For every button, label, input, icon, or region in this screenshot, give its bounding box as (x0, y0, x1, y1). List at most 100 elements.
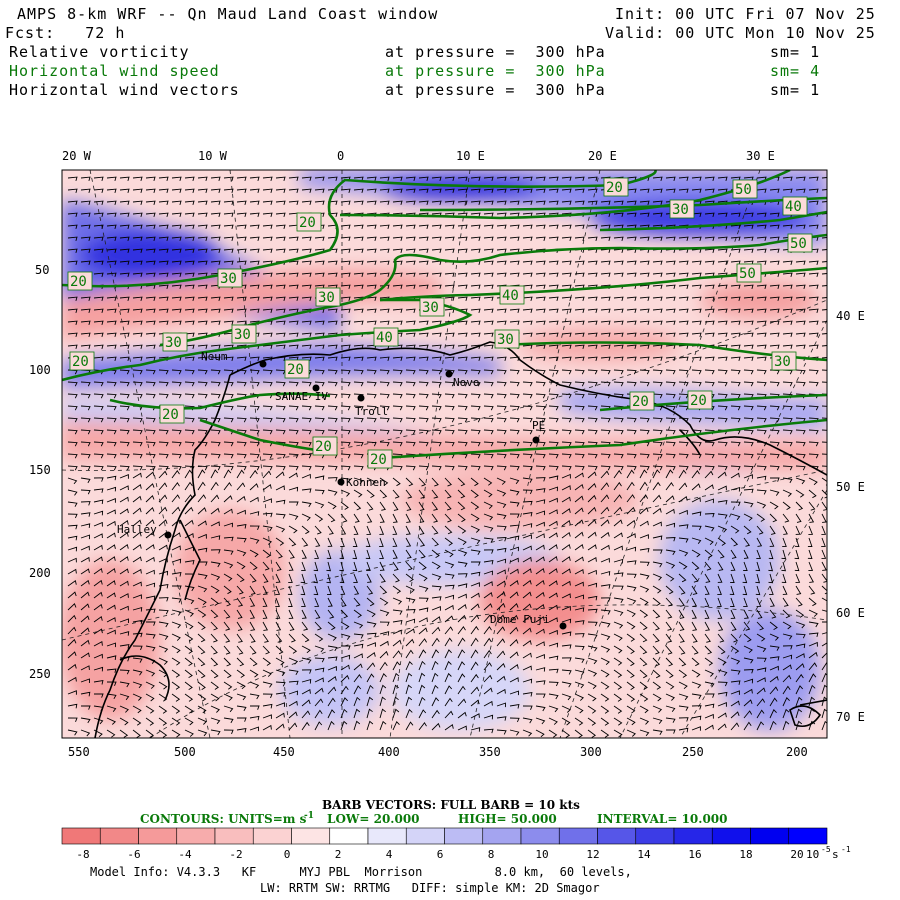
colorbar-tick: 4 (386, 848, 393, 861)
wind-barb (119, 669, 130, 675)
wind-barb (197, 597, 207, 606)
wind-barb (561, 605, 571, 611)
wind-barb (327, 465, 338, 471)
wind-barb (353, 525, 359, 535)
x-tick: 350 (479, 745, 501, 759)
wind-barb (431, 176, 442, 182)
wind-barb (236, 561, 246, 570)
wind-barb (119, 332, 130, 338)
wind-barb (743, 212, 754, 218)
wind-barb (301, 381, 312, 387)
wind-barb (769, 585, 774, 595)
wind-barb (158, 224, 169, 230)
wind-barb (210, 465, 221, 471)
wind-barb (756, 597, 762, 607)
wind-barb (769, 501, 779, 510)
wind-barb (600, 531, 610, 539)
wind-barb (210, 344, 221, 350)
wind-barb (561, 681, 572, 688)
station-marker (532, 436, 540, 444)
wind-barb (509, 626, 519, 635)
wind-barb (249, 405, 260, 411)
wind-barb (431, 405, 442, 411)
wind-barb (652, 308, 663, 314)
wind-barb (249, 693, 260, 700)
wind-barb (587, 519, 597, 527)
wind-barb (509, 381, 520, 387)
wind-barb (145, 717, 155, 726)
wind-barb (353, 643, 364, 649)
wind-barb (626, 296, 637, 302)
wind-barb (80, 176, 91, 182)
wind-barb (145, 633, 156, 639)
wind-barb (379, 369, 390, 375)
wind-barb (80, 381, 91, 387)
wind-barb (340, 465, 351, 471)
wind-barb (132, 320, 143, 326)
wind-barb (821, 309, 827, 311)
wind-barb (249, 248, 260, 254)
wind-barb (106, 381, 117, 387)
wind-barb (522, 405, 533, 411)
wind-barb (275, 702, 285, 707)
wind-barb (470, 561, 481, 566)
wind-barb (457, 513, 466, 523)
wind-barb (275, 417, 286, 423)
wind-barb (548, 617, 558, 623)
wind-barb (535, 236, 546, 242)
wind-barb (794, 561, 800, 572)
wind-barb (210, 609, 219, 619)
wind-barb (249, 417, 260, 423)
wind-barb (431, 637, 440, 647)
wind-barb (405, 696, 413, 707)
wind-barb (782, 633, 793, 640)
wind-barb (626, 533, 636, 539)
wind-barb (600, 272, 611, 278)
wind-barb (574, 272, 585, 278)
wind-barb (756, 188, 767, 194)
wind-barb (106, 568, 116, 575)
wind-barb (288, 597, 293, 607)
wind-barb (691, 356, 702, 362)
wind-barb (574, 356, 585, 362)
wind-barb (301, 513, 311, 521)
wind-barb (743, 537, 751, 547)
wind-barb (613, 429, 624, 435)
wind-barb (665, 296, 676, 302)
wind-barb (652, 417, 663, 423)
wind-barb (483, 248, 494, 254)
wind-barb (301, 296, 312, 302)
wind-barb (769, 308, 780, 314)
wind-barb (106, 320, 117, 326)
wind-barb (236, 417, 247, 423)
wind-barb (730, 465, 741, 471)
wind-barb (730, 356, 741, 362)
wind-barb (392, 200, 403, 206)
wind-barb (678, 693, 689, 701)
wind-barb (301, 488, 312, 493)
wind-barb (275, 453, 286, 459)
wind-barb (470, 571, 481, 577)
contour-label: 50 (790, 236, 807, 252)
wind-barb (210, 200, 221, 206)
wind-barb (301, 645, 311, 654)
wind-barb (301, 678, 312, 684)
wind-barb (210, 729, 221, 736)
wind-barb (405, 332, 416, 338)
colorbar-swatch (444, 827, 484, 845)
wind-barb (522, 556, 532, 563)
wind-barb (587, 344, 598, 350)
wind-barb (392, 513, 398, 523)
wind-barb (353, 513, 360, 523)
wind-barb (301, 501, 312, 508)
wind-barb (93, 393, 104, 399)
wind-barb (301, 188, 312, 194)
wind-barb (444, 248, 455, 254)
wind-barb (444, 489, 452, 499)
wind-barb (561, 473, 571, 479)
wind-barb (587, 693, 597, 702)
wind-barb (743, 332, 754, 338)
contour-label: 30 (422, 300, 439, 316)
wind-barb (665, 657, 674, 667)
wind-barb (327, 477, 338, 482)
